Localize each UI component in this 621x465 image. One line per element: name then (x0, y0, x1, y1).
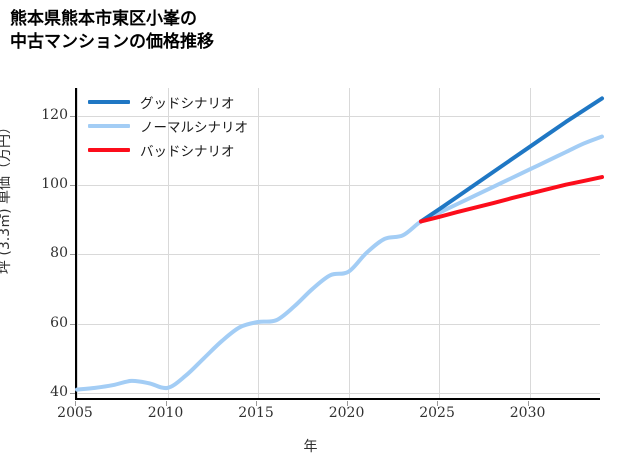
series-line-good (418, 96, 604, 224)
x-gridline (439, 88, 441, 398)
y-gridline (77, 115, 600, 117)
title-line-2: 中古マンションの価格推移 (10, 31, 214, 52)
legend-label-good: グッドシナリオ (140, 96, 235, 112)
y-gridline (77, 254, 600, 256)
y-gridline (77, 393, 600, 395)
x-tick-mark (256, 401, 258, 406)
legend-label-bad: バッドシナリオ (140, 144, 235, 160)
x-tick-label: 2025 (419, 405, 455, 421)
x-tick-label: 2020 (328, 405, 365, 421)
series-line-normal (75, 134, 604, 392)
chart-legend: グッドシナリオ ノーマルシナリオ バッドシナリオ (88, 90, 248, 162)
y-gridline (77, 185, 600, 187)
y-tick-label: 40 (50, 384, 68, 401)
y-tick-mark (70, 185, 75, 187)
y-tick-mark (70, 393, 75, 395)
x-gridline (258, 88, 260, 398)
x-gridline (167, 88, 169, 398)
y-tick-mark (70, 115, 75, 117)
y-gridline (77, 323, 600, 325)
y-tick-mark (70, 323, 75, 325)
legend-item-normal[interactable]: ノーマルシナリオ (88, 114, 248, 138)
x-gridline (77, 88, 78, 398)
x-tick-mark (437, 401, 439, 406)
x-tick-mark (527, 401, 529, 406)
legend-label-normal: ノーマルシナリオ (140, 120, 248, 136)
page-title: 熊本県熊本市東区小峯の 中古マンションの価格推移 (10, 8, 570, 54)
series-line-bad (418, 175, 604, 224)
chart-lines (75, 96, 604, 392)
legend-item-good[interactable]: グッドシナリオ (88, 90, 248, 114)
legend-swatch-icon-good (88, 100, 130, 104)
legend-item-bad[interactable]: バッドシナリオ (88, 138, 248, 162)
y-axis-label: 坪 (3.3㎡) 単価（万円） (0, 120, 13, 274)
x-gridline (529, 88, 531, 398)
x-tick-label: 2015 (238, 405, 274, 421)
x-tick-mark (75, 401, 76, 406)
x-tick-mark (165, 401, 167, 406)
y-tick-label: 60 (50, 314, 68, 331)
x-tick-label: 2010 (147, 405, 184, 421)
x-axis-label: 年 (303, 439, 318, 455)
y-tick-mark (70, 254, 75, 256)
title-line-1: 熊本県熊本市東区小峯の (10, 9, 197, 29)
x-tick-label: 2030 (509, 405, 546, 421)
legend-swatch-icon-normal (88, 124, 130, 128)
y-tick-label: 100 (41, 176, 68, 193)
x-tick-label: 2005 (57, 405, 93, 421)
legend-swatch-icon-bad (88, 148, 130, 152)
y-tick-label: 120 (41, 106, 68, 123)
plot-area (75, 88, 604, 400)
x-gridline (348, 88, 350, 398)
x-tick-mark (346, 401, 348, 406)
y-tick-label: 80 (50, 245, 68, 262)
